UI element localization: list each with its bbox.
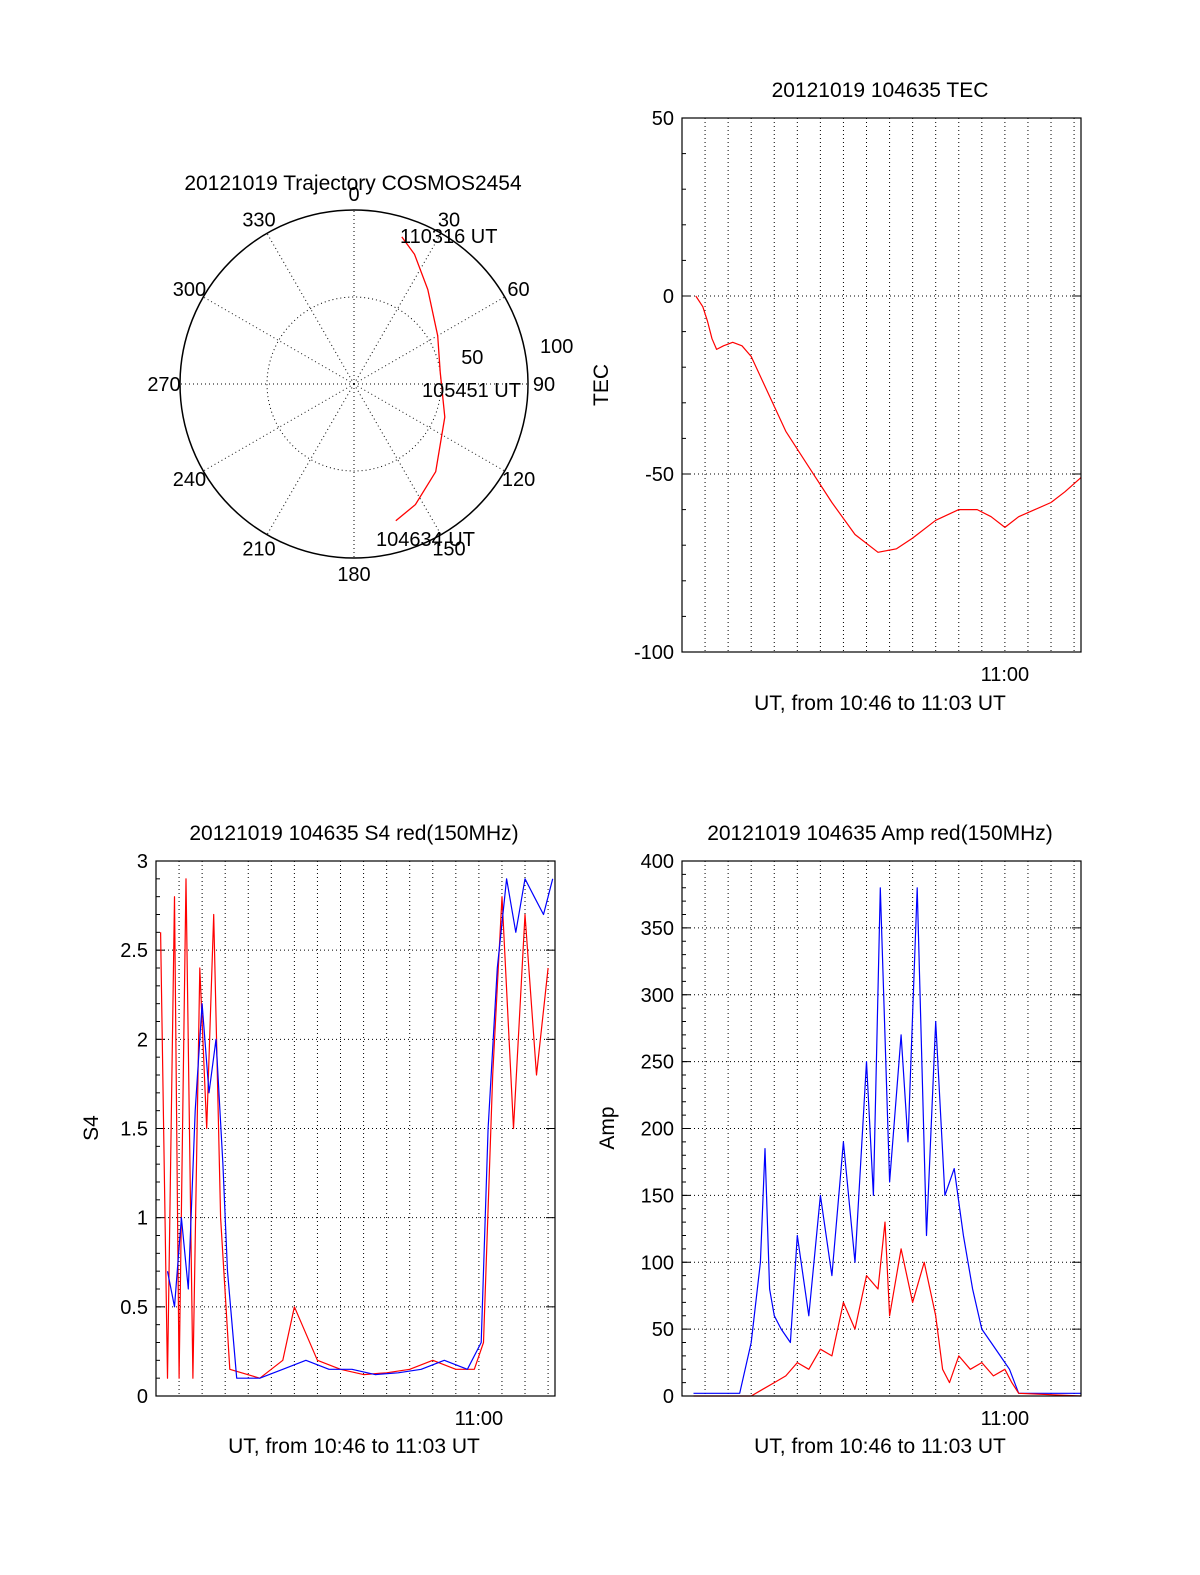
s4-ytick-label: 3 xyxy=(137,851,148,873)
amp-xlabel: UT, from 10:46 to 11:03 UT xyxy=(754,1435,1006,1458)
tec-ytick-label: 50 xyxy=(652,108,674,130)
tec-ytick-label: -50 xyxy=(645,464,674,486)
amp-ytick-label: 200 xyxy=(641,1119,674,1141)
amp-ylabel: Amp xyxy=(596,1106,619,1149)
amp-ytick-label: 250 xyxy=(641,1052,674,1074)
polar-angle-label: 300 xyxy=(173,279,206,301)
polar-angle-label: 120 xyxy=(502,469,535,491)
amp-ytick-label: 50 xyxy=(652,1319,674,1341)
s4-series-2-line xyxy=(166,878,554,1379)
amp-title: 20121019 104635 Amp red(150MHz) xyxy=(707,822,1053,845)
polar-angle-label: 210 xyxy=(242,539,275,561)
amp-xtick-label: 11:00 xyxy=(981,1408,1030,1430)
trajectory-mid-label: 105451 UT xyxy=(422,380,521,402)
s4-plot-frame xyxy=(155,860,556,1397)
s4-ytick-label: 1 xyxy=(137,1208,148,1230)
amp-series-1-line xyxy=(693,887,1081,1394)
polar-spoke xyxy=(353,383,505,472)
s4-ytick-label: 1.5 xyxy=(120,1119,148,1141)
polar-angle-label: 30 xyxy=(438,209,460,231)
s4-panel: 20121019 104635 S4 red(150MHz) UT, from … xyxy=(80,822,556,1458)
polar-title: 20121019 Trajectory COSMOS2454 xyxy=(184,172,522,195)
polar-angle-label: 270 xyxy=(147,374,180,396)
amp-series-2-line xyxy=(693,1221,1082,1397)
tec-panel: 20121019 104635 TEC UT, from 10:46 to 11… xyxy=(590,79,1082,715)
tec-series-1-line xyxy=(695,295,1082,553)
amp-plot-frame xyxy=(681,860,1082,1397)
polar-trajectory-panel: 20121019 Trajectory COSMOS2454 0 30 60 90 12… xyxy=(147,172,573,586)
polar-angle-label: 0 xyxy=(348,184,359,206)
tec-ytick-label: 0 xyxy=(663,286,674,308)
s4-ytick-label: 2.5 xyxy=(120,940,148,962)
polar-angle-label: 180 xyxy=(337,564,370,586)
tec-plot-frame xyxy=(681,117,1082,653)
amp-ytick-label: 350 xyxy=(641,918,674,940)
amp-ytick-label: 400 xyxy=(641,851,674,873)
polar-outer-circle xyxy=(179,209,529,559)
polar-angle-label: 330 xyxy=(242,209,275,231)
polar-spoke xyxy=(353,383,442,535)
s4-ytick-label: 0 xyxy=(137,1386,148,1408)
s4-series-1-line xyxy=(160,878,549,1379)
s4-xtick-label: 11:00 xyxy=(455,1408,504,1430)
amp-ytick-label: 100 xyxy=(641,1252,674,1274)
tec-ytick-label: -100 xyxy=(634,642,674,664)
trajectory-end-label: 110316 UT xyxy=(400,226,497,248)
tec-ylabel: TEC xyxy=(590,364,613,406)
polar-angle-label: 60 xyxy=(507,279,529,301)
s4-ytick-label: 2 xyxy=(137,1029,148,1051)
polar-spoke xyxy=(203,296,355,385)
trajectory-start-label: 104634 UT xyxy=(376,529,475,551)
polar-spoke xyxy=(266,383,355,535)
polar-spoke xyxy=(353,296,505,385)
tec-xtick-label: 11:00 xyxy=(981,664,1030,686)
polar-radial-label: 100 xyxy=(540,336,573,358)
s4-ylabel: S4 xyxy=(80,1115,103,1141)
polar-spoke xyxy=(353,233,442,385)
amp-panel: 20121019 104635 Amp red(150MHz) UT, from… xyxy=(596,822,1082,1458)
s4-title: 20121019 104635 S4 red(150MHz) xyxy=(189,822,518,845)
amp-ytick-label: 0 xyxy=(663,1386,674,1408)
amp-ytick-label: 150 xyxy=(641,1185,674,1207)
polar-spoke xyxy=(203,383,355,472)
polar-angle-label: 90 xyxy=(533,374,555,396)
amp-ytick-label: 300 xyxy=(641,985,674,1007)
polar-radial-label: 50 xyxy=(461,347,483,369)
polar-spoke xyxy=(266,233,355,385)
s4-xlabel: UT, from 10:46 to 11:03 UT xyxy=(228,1435,480,1458)
s4-ytick-label: 0.5 xyxy=(120,1297,148,1319)
trajectory-line xyxy=(395,236,446,522)
polar-angle-label: 240 xyxy=(173,469,206,491)
polar-angle-label: 150 xyxy=(432,539,465,561)
tec-title: 20121019 104635 TEC xyxy=(772,79,989,102)
tec-xlabel: UT, from 10:46 to 11:03 UT xyxy=(754,692,1006,715)
